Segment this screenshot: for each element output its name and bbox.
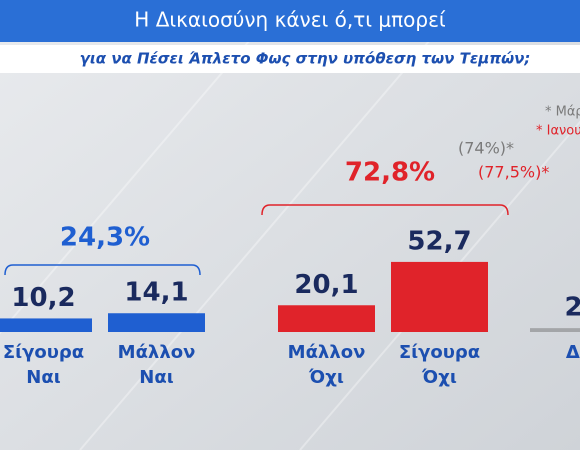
category-label: Σίγουρα <box>3 342 84 363</box>
note: * Ιανου <box>536 124 580 139</box>
category-label: Όχι <box>421 367 457 388</box>
group-total: 24,3% <box>60 223 150 253</box>
category-label: Ναι <box>139 367 173 388</box>
group-comparison: (77,5%)* <box>478 163 549 182</box>
value-label: 52,7 <box>407 226 471 256</box>
subtitle-bar <box>0 45 580 73</box>
chart-subtitle: για να Πέσει Άπλετο Φως στην υπόθεση των… <box>80 50 531 68</box>
chart-title: Η Δικαιοσύνη κάνει ό,τι μπορεί <box>134 8 446 32</box>
value-label: 2, <box>565 293 580 323</box>
header-bar <box>0 0 580 42</box>
category-label: ΔΞ <box>566 342 580 363</box>
value-label: 10,2 <box>11 283 75 313</box>
group-total: 72,8% <box>345 158 435 188</box>
note: * Μάρ <box>545 105 580 120</box>
bar <box>108 313 205 332</box>
background-stripes <box>0 39 580 450</box>
value-label: 14,1 <box>124 278 188 308</box>
category-label: Σίγουρα <box>399 342 480 363</box>
group-bracket <box>4 264 201 276</box>
group-bracket <box>261 204 509 216</box>
category-label: Μάλλον <box>288 342 366 363</box>
category-label: Όχι <box>308 367 344 388</box>
bar <box>278 305 375 332</box>
category-label: Ναι <box>26 367 60 388</box>
bar <box>530 328 580 332</box>
bar <box>391 261 488 332</box>
bar <box>0 318 92 332</box>
value-label: 20,1 <box>294 270 358 300</box>
group-comparison: (74%)* <box>458 139 514 158</box>
category-label: Μάλλον <box>118 342 196 363</box>
